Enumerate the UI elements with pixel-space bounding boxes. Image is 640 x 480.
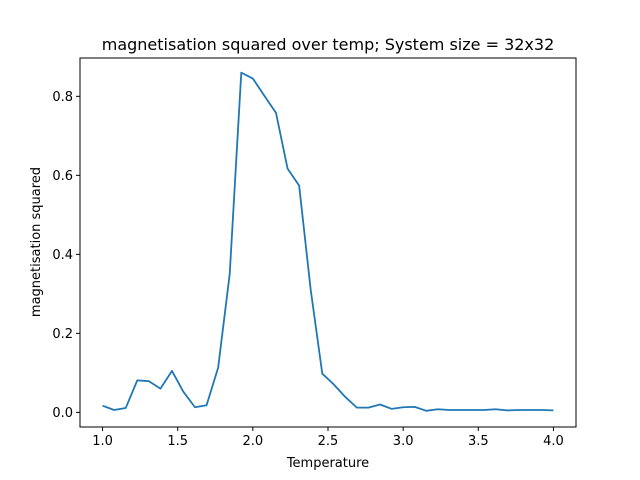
x-tick-label: 3.0 bbox=[393, 434, 414, 449]
x-axis-label: Temperature bbox=[286, 456, 369, 471]
y-tick-label: 0.2 bbox=[52, 327, 73, 342]
y-axis-label: magnetisation squared bbox=[29, 167, 44, 317]
x-tick-label: 4.0 bbox=[543, 434, 564, 449]
y-tick-label: 0.4 bbox=[52, 248, 73, 263]
x-tick-label: 1.5 bbox=[167, 434, 188, 449]
x-tick-label: 3.5 bbox=[468, 434, 489, 449]
y-tick-label: 0.6 bbox=[52, 169, 73, 184]
y-tick-label: 0.8 bbox=[52, 90, 73, 105]
plot-area: 1.0 1.5 2.0 2.5 3.0 3.5 4.0 0.0 0.2 0.4 0.6 0.8 bbox=[52, 57, 577, 449]
x-tick-label: 1.0 bbox=[92, 434, 113, 449]
series-line-0 bbox=[102, 71, 554, 412]
y-tick-label: 0.0 bbox=[52, 406, 73, 421]
x-tick-label: 2.5 bbox=[318, 434, 339, 449]
chart-title: magnetisation squared over temp; System … bbox=[102, 35, 555, 54]
x-tick-label: 2.0 bbox=[243, 434, 264, 449]
